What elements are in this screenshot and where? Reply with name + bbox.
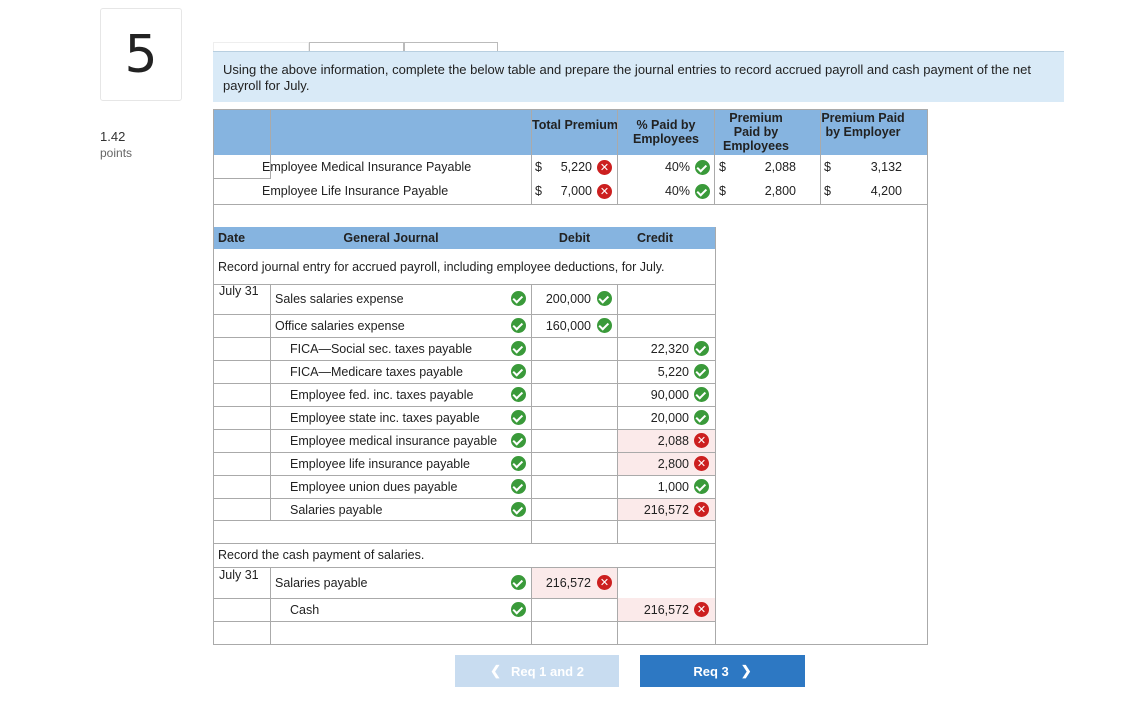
life-paid-by-employees: 2,800 bbox=[764, 184, 796, 198]
row-medical-label: Employee Medical Insurance Payable bbox=[262, 160, 472, 174]
correct-icon bbox=[511, 318, 526, 333]
correct-icon bbox=[511, 575, 526, 590]
header-general-journal: General Journal bbox=[343, 231, 439, 245]
prev-button-label: Req 1 and 2 bbox=[510, 663, 584, 679]
dollar-sign: $ bbox=[535, 160, 542, 174]
correct-icon bbox=[511, 410, 526, 425]
tab-3[interactable] bbox=[404, 42, 498, 51]
journal-account[interactable]: Cash bbox=[290, 603, 320, 617]
header-credit: Credit bbox=[636, 231, 674, 245]
journal-account[interactable]: Salaries payable bbox=[290, 503, 383, 517]
tab-1[interactable] bbox=[213, 42, 309, 51]
journal-credit[interactable]: 20,000 bbox=[650, 411, 689, 425]
journal-credit[interactable]: 2,800 bbox=[657, 457, 689, 471]
journal-credit[interactable]: 1,000 bbox=[657, 480, 689, 494]
entry1-description: Record journal entry for accrued payroll… bbox=[218, 260, 665, 274]
life-pct-input[interactable]: 40% bbox=[664, 184, 690, 198]
dollar-sign: $ bbox=[719, 160, 726, 174]
correct-icon bbox=[694, 341, 709, 356]
correct-icon bbox=[511, 364, 526, 379]
incorrect-icon: ✕ bbox=[597, 160, 612, 175]
next-button-label: Req 3 bbox=[693, 663, 729, 679]
tab-2[interactable] bbox=[309, 42, 404, 51]
points-label: points bbox=[100, 146, 133, 160]
chevron-right-icon: ❯ bbox=[740, 663, 752, 678]
header-premium-paid-by-employees: Premium Paid by Employees bbox=[722, 111, 789, 153]
journal-debit[interactable]: 160,000 bbox=[545, 319, 591, 333]
incorrect-icon: ✕ bbox=[694, 456, 709, 471]
life-total-premium-input[interactable]: 7,000 bbox=[560, 184, 592, 198]
journal-credit[interactable]: 90,000 bbox=[650, 388, 689, 402]
correct-icon bbox=[511, 602, 526, 617]
medical-paid-by-employer: 3,132 bbox=[870, 160, 902, 174]
medical-pct-input[interactable]: 40% bbox=[664, 160, 690, 174]
incorrect-icon: ✕ bbox=[694, 502, 709, 517]
dollar-sign: $ bbox=[824, 184, 831, 198]
journal-header-bar bbox=[214, 227, 715, 249]
correct-icon bbox=[511, 341, 526, 356]
entry2-date[interactable]: July 31 bbox=[219, 568, 259, 582]
journal-credit[interactable]: 216,572 bbox=[643, 603, 689, 617]
entry1-date[interactable]: July 31 bbox=[219, 284, 259, 298]
journal-account[interactable]: Sales salaries expense bbox=[275, 292, 404, 306]
incorrect-icon: ✕ bbox=[597, 184, 612, 199]
header-total-premium: Total Premium bbox=[532, 118, 618, 132]
correct-icon bbox=[511, 291, 526, 306]
correct-icon bbox=[511, 433, 526, 448]
journal-debit[interactable]: 200,000 bbox=[545, 292, 591, 306]
journal-account[interactable]: Office salaries expense bbox=[275, 319, 405, 333]
correct-icon bbox=[694, 364, 709, 379]
prev-requirement-button[interactable]: ❮ Req 1 and 2 bbox=[455, 655, 619, 687]
journal-account[interactable]: Employee fed. inc. taxes payable bbox=[290, 388, 474, 402]
journal-credit[interactable]: 216,572 bbox=[643, 503, 689, 517]
journal-credit[interactable]: 22,320 bbox=[650, 342, 689, 356]
next-requirement-button[interactable]: Req 3 ❯ bbox=[640, 655, 805, 687]
journal-credit[interactable]: 2,088 bbox=[657, 434, 689, 448]
incorrect-icon: ✕ bbox=[694, 602, 709, 617]
correct-icon bbox=[511, 456, 526, 471]
premium-header-bar bbox=[214, 110, 927, 155]
journal-account[interactable]: Employee state inc. taxes payable bbox=[290, 411, 480, 425]
question-number: 5 bbox=[100, 8, 182, 101]
correct-icon bbox=[694, 387, 709, 402]
points-value: 1.42 bbox=[100, 129, 126, 144]
journal-account[interactable]: FICA—Medicare taxes payable bbox=[290, 365, 463, 379]
header-date: Date bbox=[218, 231, 246, 245]
header-premium-paid-by-employer: Premium Paid by Employer bbox=[821, 111, 905, 139]
header-debit: Debit bbox=[558, 231, 591, 245]
correct-icon bbox=[511, 479, 526, 494]
dollar-sign: $ bbox=[535, 184, 542, 198]
journal-account[interactable]: Employee life insurance payable bbox=[290, 457, 470, 471]
dollar-sign: $ bbox=[824, 160, 831, 174]
journal-account[interactable]: Employee union dues payable bbox=[290, 480, 458, 494]
medical-total-premium-input[interactable]: 5,220 bbox=[560, 160, 592, 174]
entry2-description: Record the cash payment of salaries. bbox=[218, 548, 425, 562]
journal-account[interactable]: FICA—Social sec. taxes payable bbox=[290, 342, 473, 356]
correct-icon bbox=[694, 410, 709, 425]
journal-debit[interactable]: 216,572 bbox=[545, 576, 591, 590]
dollar-sign: $ bbox=[719, 184, 726, 198]
header-pct-paid-by-employees: % Paid by Employees bbox=[632, 118, 699, 146]
journal-credit[interactable]: 5,220 bbox=[657, 365, 689, 379]
question-points: 1.42 points bbox=[100, 128, 132, 162]
correct-icon bbox=[695, 160, 710, 175]
journal-account[interactable]: Salaries payable bbox=[275, 576, 368, 590]
chevron-left-icon: ❮ bbox=[490, 663, 501, 678]
correct-icon bbox=[597, 318, 612, 333]
instruction-text: Using the above information, complete th… bbox=[213, 51, 1064, 102]
row-life-label: Employee Life Insurance Payable bbox=[262, 184, 449, 198]
correct-icon bbox=[694, 479, 709, 494]
correct-icon bbox=[695, 184, 710, 199]
incorrect-icon: ✕ bbox=[597, 575, 612, 590]
medical-paid-by-employees: 2,088 bbox=[764, 160, 796, 174]
life-paid-by-employer: 4,200 bbox=[870, 184, 902, 198]
correct-icon bbox=[511, 387, 526, 402]
journal-account[interactable]: Employee medical insurance payable bbox=[290, 434, 498, 448]
incorrect-icon: ✕ bbox=[694, 433, 709, 448]
correct-icon bbox=[597, 291, 612, 306]
correct-icon bbox=[511, 502, 526, 517]
